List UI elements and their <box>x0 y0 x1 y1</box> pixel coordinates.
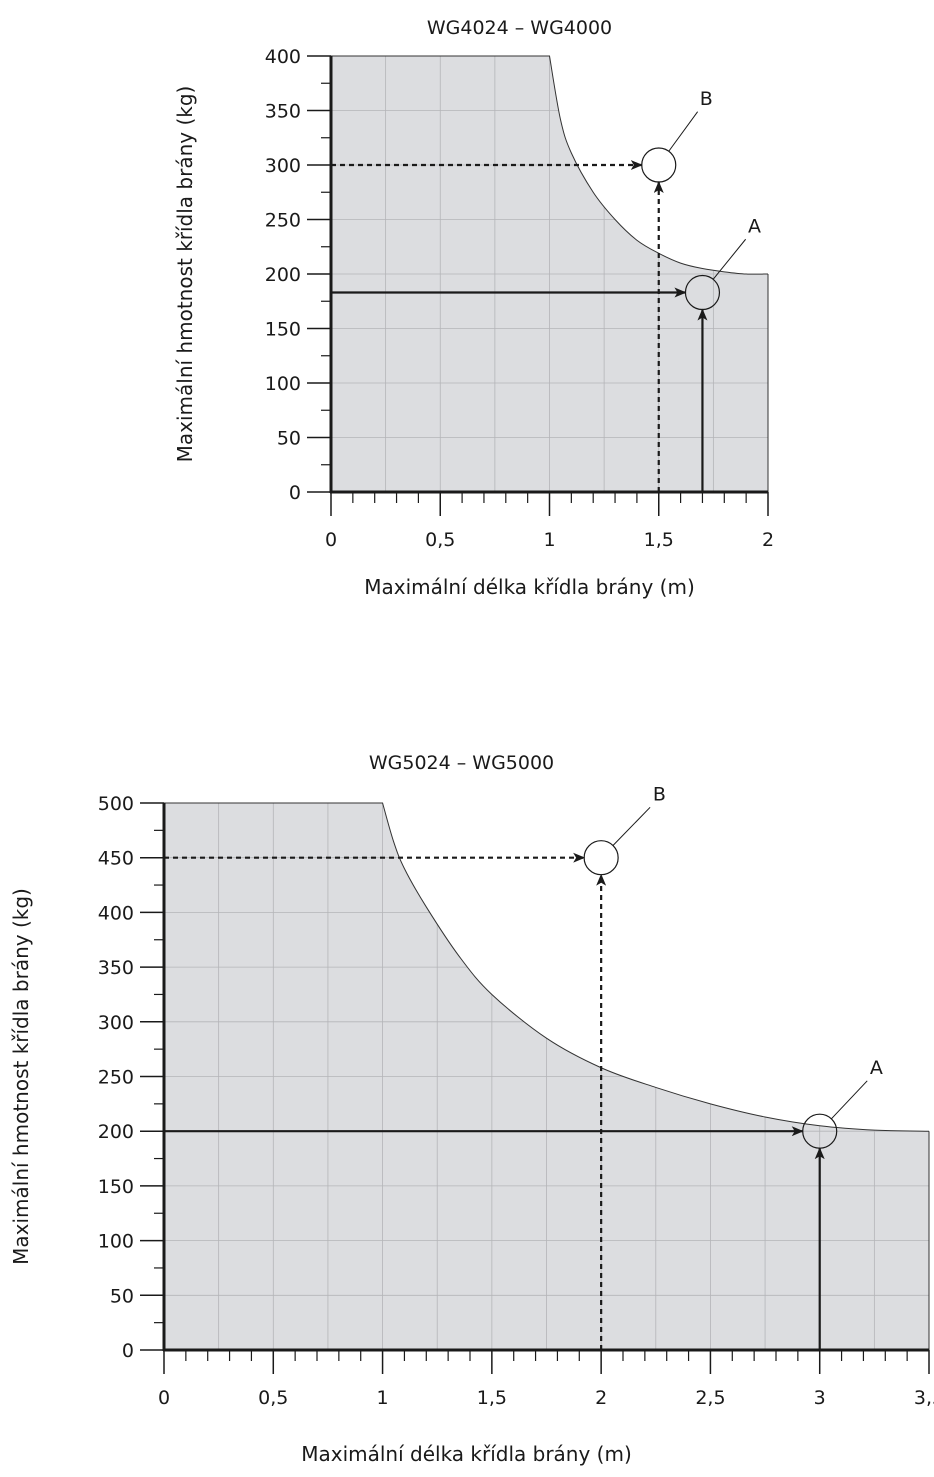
y-tick-label: 150 <box>98 1176 134 1198</box>
chart-wg5000: 0 50 100 150 200 250 300 350 400 450 500 0 0,5 1 1,5 2 2… <box>9 752 934 1466</box>
point-marker-A <box>802 1113 838 1149</box>
x-tick-label: 1,5 <box>477 1387 507 1409</box>
point-marker-A <box>684 274 721 311</box>
x-axis-title: Maximální délka křídla brány (m) <box>364 575 695 599</box>
chart-title: WG4024 – WG4000 <box>427 17 612 39</box>
x-tick-label: 0,5 <box>258 1387 288 1409</box>
y-axis-title: Maximální hmotnost křídla brány (kg) <box>173 86 197 463</box>
y-tick-label: 500 <box>98 793 134 815</box>
x-tick-label: 1 <box>377 1387 389 1409</box>
y-axis-title: Maximální hmotnost křídla brány (kg) <box>9 888 33 1265</box>
x-tick-label: 0 <box>158 1387 170 1409</box>
chart-wg4000: 0 50 100 150 200 250 300 350 400 0 0,5 1 1,5 2 WG4024 … <box>173 17 774 599</box>
x-tick-label: 0 <box>325 529 337 551</box>
y-tick-label: 250 <box>98 1067 134 1089</box>
y-tick-label: 0 <box>289 482 301 504</box>
leader-line-B <box>668 111 699 152</box>
leader-line-A <box>712 238 747 280</box>
y-tick-label: 0 <box>122 1340 134 1362</box>
y-tick-label: 350 <box>265 101 301 123</box>
point-marker-B <box>583 840 619 876</box>
x-tick-label: 2,5 <box>695 1387 725 1409</box>
point-label-B: B <box>700 88 713 110</box>
x-tick-label: 0,5 <box>425 529 455 551</box>
point-label-A: A <box>748 215 761 237</box>
x-tick-label: 2 <box>762 529 774 551</box>
limit-curve <box>164 802 930 1132</box>
point-label-B: B <box>653 784 666 806</box>
y-tick-label: 300 <box>98 1012 134 1034</box>
y-tick-label: 50 <box>277 428 301 450</box>
y-tick-label: 50 <box>110 1285 134 1307</box>
leader-line-B <box>612 806 651 846</box>
y-tick-label: 200 <box>98 1121 134 1143</box>
y-tick-label: 100 <box>98 1231 134 1253</box>
x-axis-title: Maximální délka křídla brány (m) <box>301 1442 632 1466</box>
x-tick-label: 1,5 <box>644 529 674 551</box>
y-tick-label: 450 <box>98 848 134 870</box>
point-label-A: A <box>870 1057 883 1079</box>
x-tick-label: 1 <box>543 529 555 551</box>
y-tick-label: 200 <box>265 264 301 286</box>
y-tick-label: 400 <box>98 902 134 924</box>
y-tick-label: 400 <box>265 46 301 68</box>
y-tick-label: 250 <box>265 210 301 232</box>
x-tick-label: 3,5 <box>914 1387 934 1409</box>
limit-curve <box>331 55 769 275</box>
y-tick-label: 100 <box>265 373 301 395</box>
y-tick-label: 150 <box>265 319 301 341</box>
y-tick-label: 350 <box>98 957 134 979</box>
leader-line-A <box>831 1080 868 1120</box>
y-tick-label: 300 <box>265 155 301 177</box>
point-marker-B <box>641 147 677 183</box>
chart-title: WG5024 – WG5000 <box>369 752 554 774</box>
x-tick-label: 2 <box>595 1387 607 1409</box>
x-tick-label: 3 <box>814 1387 826 1409</box>
